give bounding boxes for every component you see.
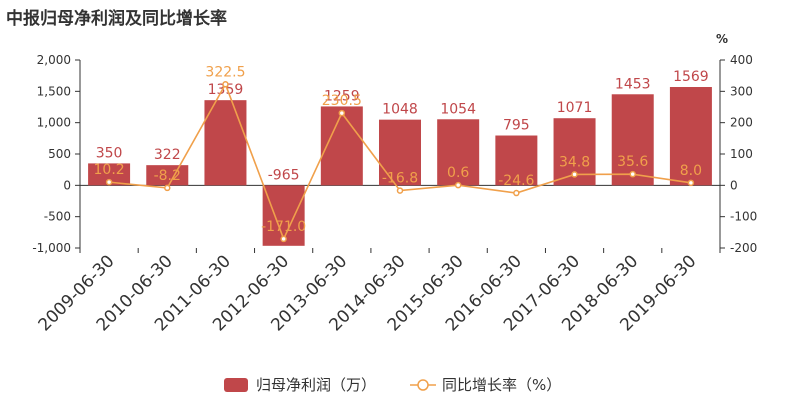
bar-value-label: 1048 xyxy=(382,102,418,118)
growth-value-label: 35.6 xyxy=(617,154,648,170)
bar-value-label: -965 xyxy=(268,167,300,183)
bar xyxy=(669,87,712,186)
legend-bar-label: 归母净利润（万） xyxy=(256,376,376,394)
left-tick-label: -500 xyxy=(44,210,71,224)
bar-value-label: 795 xyxy=(503,118,530,134)
left-tick-label: 500 xyxy=(48,147,71,161)
growth-value-label: -16.8 xyxy=(382,171,418,187)
growth-value-label: 230.5 xyxy=(322,93,362,109)
growth-point xyxy=(687,179,695,187)
left-tick-label: 1,000 xyxy=(37,116,71,130)
chart-title: 中报归母净利润及同比增长率 xyxy=(6,9,227,29)
growth-point xyxy=(164,184,171,192)
left-tick-label: -1,000 xyxy=(32,241,71,255)
growth-point xyxy=(280,235,287,243)
growth-point xyxy=(513,189,520,197)
bar xyxy=(88,163,131,186)
left-tick-label: 1,500 xyxy=(37,84,71,98)
legend-bar-swatch xyxy=(224,378,248,392)
bar xyxy=(437,119,480,186)
growth-point xyxy=(105,178,113,186)
bar xyxy=(495,135,538,186)
bar-value-label: 1569 xyxy=(673,69,709,85)
growth-point xyxy=(629,170,636,178)
right-tick-label: 0 xyxy=(730,178,738,192)
bar xyxy=(611,94,654,186)
growth-point xyxy=(222,81,229,88)
growth-value-label: -171.0 xyxy=(261,219,306,235)
right-tick-label: 100 xyxy=(730,147,753,161)
bar-value-label: 1054 xyxy=(440,101,476,117)
bar xyxy=(204,100,247,186)
growth-value-label: -24.6 xyxy=(498,173,534,189)
growth-point xyxy=(571,171,578,178)
left-tick-label: 0 xyxy=(63,178,71,192)
growth-point xyxy=(338,109,346,117)
bar-value-label: 1071 xyxy=(557,100,593,116)
growth-value-label: -8.2 xyxy=(154,168,181,184)
right-tick-label: -100 xyxy=(730,210,757,224)
growth-value-label: 0.6 xyxy=(447,165,469,181)
growth-point xyxy=(454,181,462,189)
growth-value-label: 10.2 xyxy=(94,162,125,178)
right-tick-label: 200 xyxy=(730,116,753,130)
growth-value-label: 34.8 xyxy=(559,154,590,170)
right-tick-label: 300 xyxy=(730,84,753,98)
bar-value-label: 1453 xyxy=(615,76,651,92)
left-tick-label: 2,000 xyxy=(37,53,71,67)
growth-value-label: 322.5 xyxy=(205,64,245,80)
growth-point xyxy=(396,187,404,194)
bar-value-label: 1259 xyxy=(324,88,360,104)
bar-value-label: 350 xyxy=(96,145,123,161)
bar xyxy=(320,106,363,186)
bar-value-label: 1359 xyxy=(208,82,244,98)
right-axis-unit: % xyxy=(716,32,728,46)
right-tick-label: -200 xyxy=(730,241,757,255)
legend-line-marker xyxy=(417,379,429,391)
growth-value-label: 8.0 xyxy=(680,163,702,179)
bar xyxy=(379,119,421,186)
legend-line-label: 同比增长率（%） xyxy=(442,376,561,394)
bar-value-label: 322 xyxy=(154,147,181,163)
right-tick-label: 400 xyxy=(730,53,753,67)
